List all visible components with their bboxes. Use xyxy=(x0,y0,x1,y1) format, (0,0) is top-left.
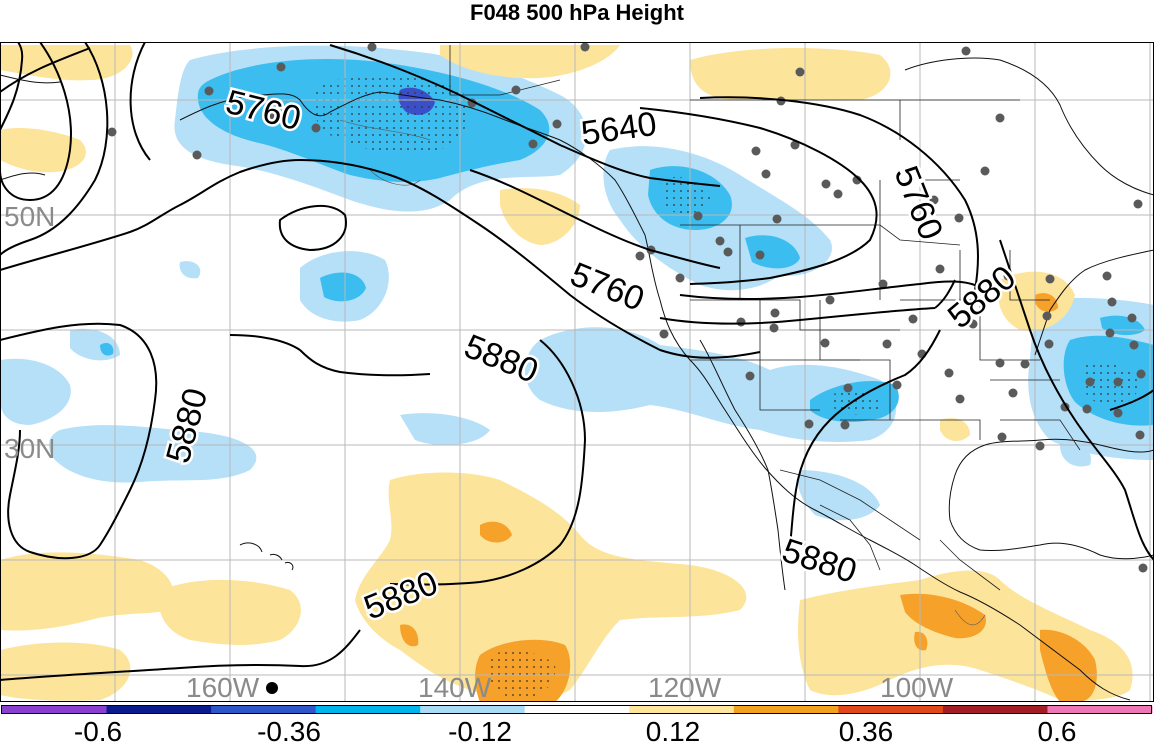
latitude-label: 30N xyxy=(4,433,55,464)
station-dots xyxy=(107,42,1148,573)
longitude-label: 160W xyxy=(186,672,260,702)
color-legend-swatch xyxy=(106,706,212,713)
color-legend: -0.6 -0.36 -0.12 0.12 0.36 0.6 xyxy=(1,705,1153,742)
height-contours xyxy=(0,42,1154,681)
latitude-label: 50N xyxy=(4,201,55,232)
map-title: F048 500 hPa Height xyxy=(470,0,684,25)
legend-tick-label: -0.6 xyxy=(74,716,122,742)
color-legend-swatch xyxy=(1047,706,1153,713)
legend-tick-label: 0.6 xyxy=(1038,716,1077,742)
longitude-label: 120W xyxy=(648,672,722,702)
anomaly-outlines xyxy=(339,119,986,626)
marker-point xyxy=(266,682,278,694)
color-legend-swatch xyxy=(524,706,630,713)
color-legend-swatch xyxy=(420,706,526,713)
color-legend-swatch xyxy=(2,706,108,713)
lat-lon-grid xyxy=(0,42,1154,702)
significance-stippling xyxy=(312,74,1140,700)
color-legend-swatch xyxy=(942,706,1048,713)
color-legend-swatch xyxy=(838,706,944,713)
legend-tick-label: 0.12 xyxy=(646,716,701,742)
color-legend-swatch xyxy=(733,706,839,713)
coastlines xyxy=(0,57,1154,701)
color-legend-swatch xyxy=(315,706,421,713)
color-legend-blocks xyxy=(2,706,1153,713)
forecast-map: 5760 5640 5760 5760 5880 5880 5880 5880 … xyxy=(0,42,1154,702)
legend-tick-label: -0.12 xyxy=(448,716,512,742)
legend-tick-label: 0.36 xyxy=(839,716,894,742)
longitude-label: 140W xyxy=(418,672,492,702)
longitude-label: 100W xyxy=(880,672,954,702)
axis-labels: 50N 30N 160W 140W 120W 100W xyxy=(4,201,954,702)
color-legend-swatch xyxy=(629,706,735,713)
color-legend-swatch xyxy=(211,706,317,713)
state-borders xyxy=(449,45,1081,591)
legend-tick-label: -0.36 xyxy=(257,716,321,742)
